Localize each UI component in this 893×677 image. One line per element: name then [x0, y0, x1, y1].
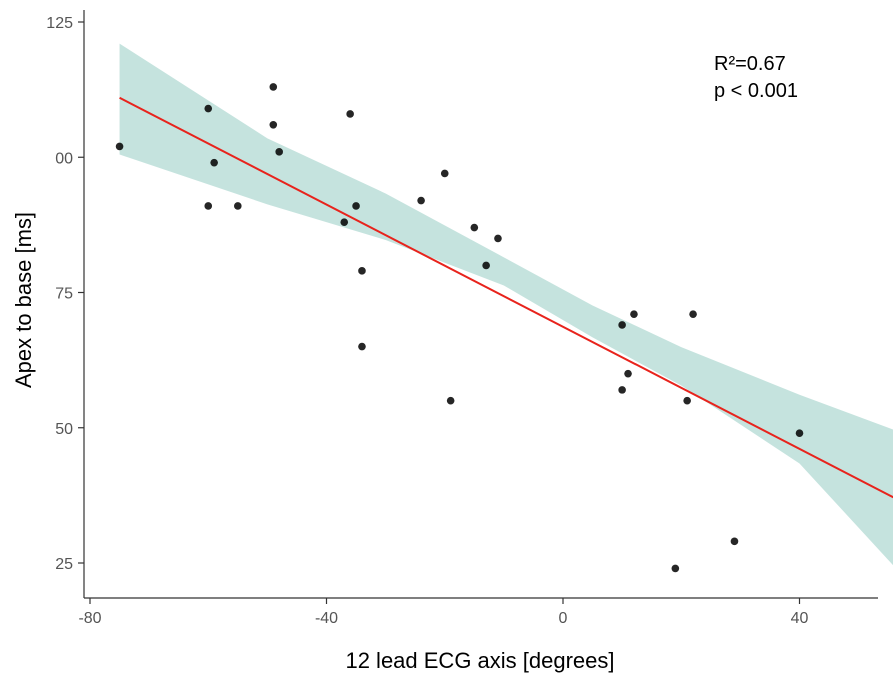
ticks-layer: -80 -40 0 40 25 50 75 00 125 — [46, 15, 808, 627]
data-point — [470, 223, 479, 232]
data-point — [346, 110, 354, 118]
p-value-annotation: p < 0.001 — [714, 80, 798, 102]
data-point — [446, 396, 455, 405]
data-point — [269, 83, 278, 91]
axes-layer — [83, 10, 878, 599]
x-axis-title: 12 lead ECG axis [degrees] — [345, 648, 614, 673]
y-tick-label: 00 — [55, 150, 73, 167]
data-point — [689, 310, 697, 318]
data-point — [795, 429, 804, 437]
y-tick-label: 50 — [55, 421, 73, 438]
trend-line-layer — [119, 96, 893, 499]
x-tick-label: -80 — [78, 610, 101, 627]
data-point — [275, 148, 284, 156]
r-squared-annotation: R²=0.67 — [714, 53, 786, 75]
y-tick-label: 25 — [55, 556, 73, 573]
trend-line — [119, 96, 893, 499]
data-point — [730, 537, 739, 546]
data-point — [417, 196, 425, 205]
y-axis-title: Apex to base [ms] — [11, 212, 36, 388]
data-point — [210, 158, 218, 167]
data-point — [340, 218, 349, 226]
data-point — [618, 386, 626, 394]
y-tick-label: 75 — [55, 286, 73, 303]
data-point — [440, 169, 449, 178]
data-point — [630, 310, 638, 318]
data-point — [618, 321, 626, 329]
x-tick-label: 40 — [791, 610, 809, 627]
confidence-band-layer — [119, 43, 893, 566]
data-point — [482, 261, 490, 270]
data-point — [204, 104, 213, 113]
data-point — [358, 342, 366, 351]
y-tick-label: 125 — [46, 15, 73, 32]
x-tick-label: 0 — [559, 610, 568, 627]
data-point — [352, 202, 360, 210]
data-point — [358, 267, 366, 275]
confidence-band — [119, 43, 893, 566]
data-point — [204, 202, 213, 210]
data-point — [671, 564, 680, 573]
data-point — [115, 142, 124, 151]
x-tick-label: -40 — [315, 610, 338, 627]
points-layer — [115, 83, 804, 573]
data-point — [269, 120, 278, 129]
data-point — [624, 369, 632, 378]
data-point — [494, 234, 502, 243]
data-point — [234, 202, 242, 210]
data-point — [683, 396, 691, 405]
